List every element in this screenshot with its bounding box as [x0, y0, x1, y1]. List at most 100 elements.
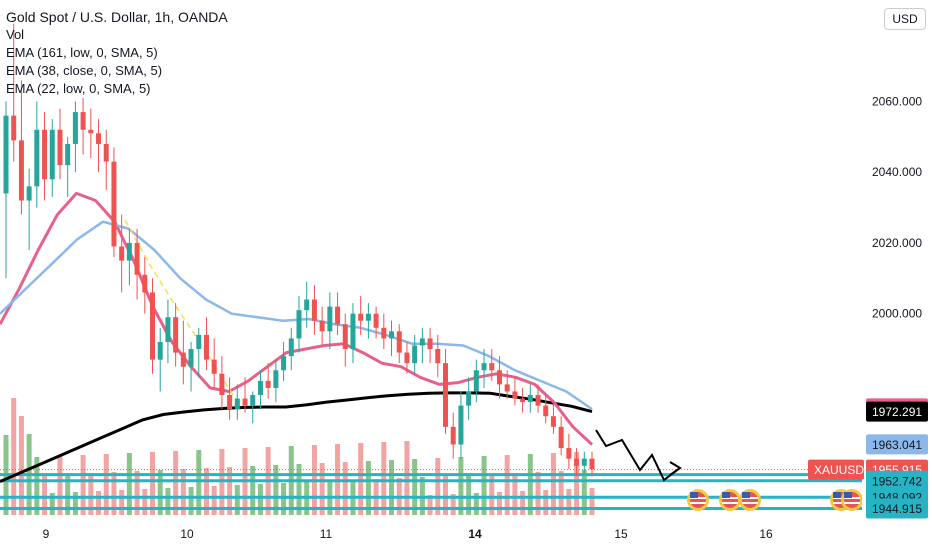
- candle-body: [203, 334, 209, 360]
- volume-bar: [165, 488, 171, 515]
- candle-body: [188, 349, 194, 367]
- flag-stripe-white: [690, 502, 706, 504]
- candle-body: [489, 363, 495, 371]
- candle-body: [335, 306, 341, 325]
- volume-bar: [319, 463, 325, 515]
- volume-bar: [188, 487, 194, 515]
- ema-161-label[interactable]: EMA (161, low, 0, SMA, 5): [6, 45, 158, 60]
- candle-body: [304, 299, 310, 311]
- volume-bar: [496, 492, 502, 515]
- projection-drawing[interactable]: [595, 429, 682, 482]
- volume-bar: [72, 492, 78, 515]
- volume-bar: [49, 493, 55, 515]
- flag-stripe-white: [844, 502, 860, 504]
- candle-body: [566, 448, 572, 459]
- volume-bar: [57, 456, 63, 515]
- volume-bar: [88, 473, 94, 515]
- candle-body: [365, 313, 371, 321]
- currency-button[interactable]: USD: [884, 8, 926, 30]
- volume-bar: [257, 484, 263, 515]
- volume-bar: [142, 489, 148, 515]
- candle-body: [466, 391, 472, 406]
- candle-body: [288, 338, 294, 357]
- symbol-title[interactable]: Gold Spot / U.S. Dollar, 1h, OANDA: [6, 9, 228, 25]
- volume-bar: [566, 489, 572, 515]
- volume-bar: [581, 470, 587, 515]
- volume-indicator-label[interactable]: Vol: [6, 27, 25, 42]
- volume-bar: [111, 472, 117, 515]
- time-tick-label: 14: [468, 527, 482, 541]
- volume-bar: [550, 453, 556, 515]
- volume-bar: [96, 491, 102, 515]
- candle-body: [381, 327, 387, 339]
- price-tick-label: 2040.000: [872, 165, 922, 179]
- volume-bar: [489, 474, 495, 515]
- flag-stripe-white: [742, 502, 758, 504]
- volume-bar: [365, 461, 371, 515]
- candle-body: [281, 356, 287, 371]
- time-axis-bg: [0, 521, 862, 550]
- time-axis[interactable]: 9 10 11 14 15 16: [0, 521, 862, 550]
- volume-bar: [443, 476, 448, 515]
- volume-bar: [11, 398, 17, 515]
- volume-bar: [412, 459, 418, 515]
- price-label-text: 1972.291: [872, 405, 922, 419]
- candle-body: [257, 380, 263, 396]
- ema-yellow-line: [124, 219, 237, 401]
- volume-bar: [65, 474, 71, 515]
- ema-161-line: [0, 391, 593, 483]
- volume-bar: [381, 442, 387, 515]
- candle-body: [150, 292, 155, 360]
- us-flag-event-icon: [687, 489, 709, 511]
- volume-bar: [42, 475, 48, 515]
- volume-bar: [427, 495, 433, 515]
- candle-body: [18, 140, 24, 201]
- candle-body: [57, 129, 63, 166]
- candle-body: [34, 129, 40, 187]
- candle-body: [427, 338, 433, 350]
- candle-body: [234, 398, 240, 410]
- candle-body: [242, 398, 248, 406]
- volume-bar: [150, 452, 155, 515]
- volume-bar: [466, 475, 472, 515]
- ema-38-line: [0, 191, 594, 446]
- candle-body: [504, 384, 510, 392]
- volume-bar: [589, 488, 595, 515]
- chart-legend: Gold Spot / U.S. Dollar, 1h, OANDA Vol E…: [6, 8, 228, 98]
- volume-bar: [342, 462, 348, 515]
- volume-bar: [535, 472, 541, 515]
- volume-bar: [234, 485, 240, 515]
- candle-body: [265, 380, 271, 388]
- economic-events[interactable]: [687, 489, 863, 511]
- candle-body: [581, 458, 587, 466]
- volume-bar: [173, 451, 179, 515]
- price-label-text: 1963.041: [872, 438, 922, 452]
- candle-body: [250, 395, 256, 406]
- candle-body: [49, 129, 55, 180]
- candle-body: [196, 334, 202, 350]
- us-flag-event-icon: [841, 489, 863, 511]
- ema-38-label[interactable]: EMA (38, close, 0, SMA, 5): [6, 63, 163, 78]
- candle-body: [450, 426, 456, 445]
- candle-body: [111, 161, 117, 247]
- price-label-tag: [866, 401, 928, 422]
- symbol-tag-text: XAUUSD: [814, 463, 864, 477]
- us-flag-event-icon: [739, 489, 761, 511]
- ema-22-label[interactable]: EMA (22, low, 0, SMA, 5): [6, 81, 151, 96]
- candle-body: [26, 186, 32, 201]
- volume-bar: [134, 471, 140, 515]
- candle-body: [496, 370, 502, 385]
- candle-body: [558, 426, 564, 449]
- volume-bar: [543, 490, 549, 515]
- candle-body: [396, 331, 402, 353]
- candle-body: [96, 133, 102, 144]
- price-axis[interactable]: 2060.0002040.0002020.0002000.0001973.203…: [808, 0, 932, 550]
- volume-bar: [504, 455, 510, 515]
- candle-body: [142, 274, 148, 293]
- volume-bar: [512, 473, 518, 515]
- volume-bar: [527, 454, 533, 515]
- candle-body: [443, 363, 448, 427]
- candle-body: [165, 317, 171, 342]
- candle-body: [65, 143, 71, 166]
